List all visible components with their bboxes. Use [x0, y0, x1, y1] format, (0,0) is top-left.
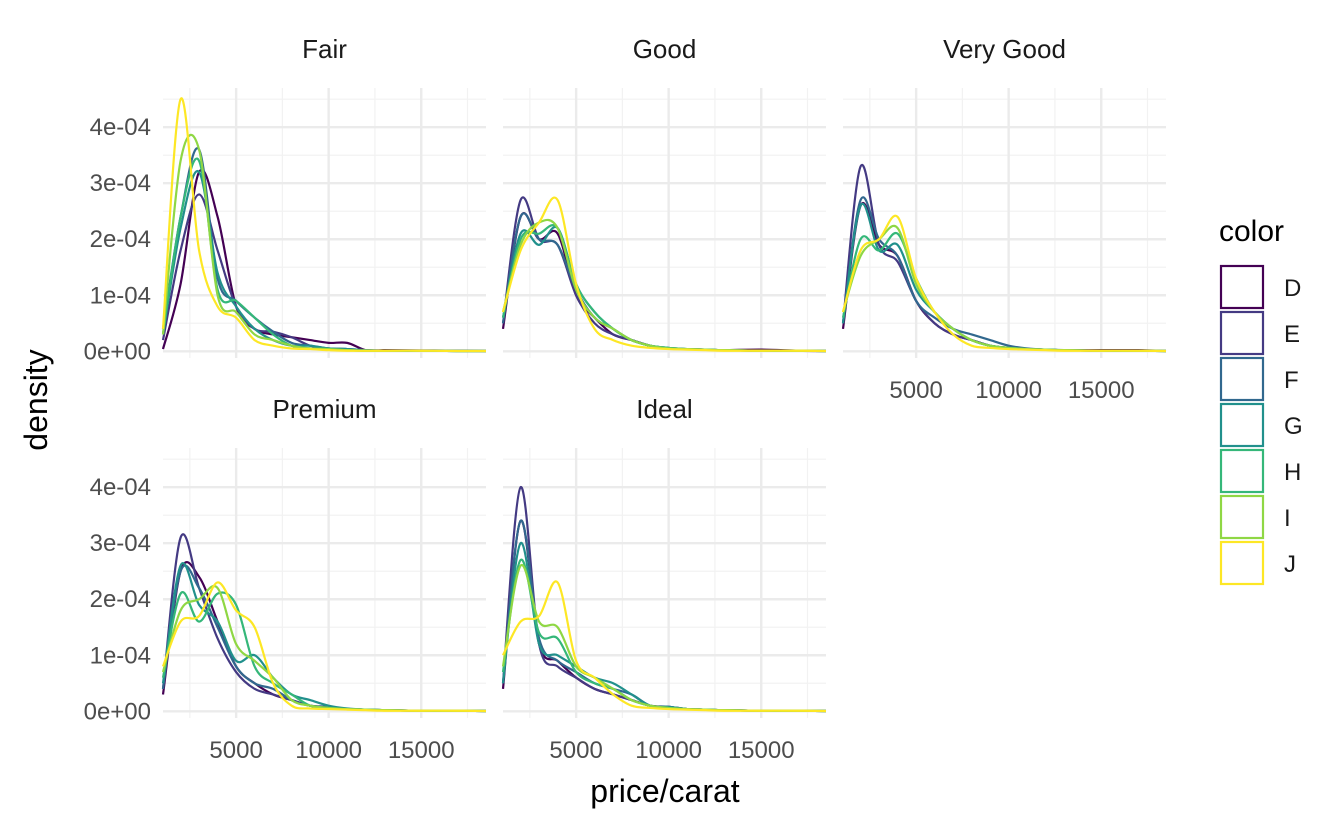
density-curve-f [501, 519, 827, 713]
y-tick-label: 0e+00 [84, 338, 151, 365]
y-tick-label: 2e-04 [90, 226, 151, 253]
x-tick-label: 15000 [388, 737, 455, 764]
density-curve-h [501, 224, 827, 353]
legend-key-j: J [1219, 540, 1296, 586]
x-tick-label: 5000 [209, 737, 262, 764]
density-curve-g [161, 562, 487, 713]
facet-panels: Fair 0e+00 1e-04 2e-04 3e-04 4e-04 Good Very Go… [84, 34, 1167, 764]
y-tick-label: 1e-04 [90, 642, 151, 669]
density-curve-h [501, 558, 827, 713]
y-tick-label: 4e-04 [90, 474, 151, 501]
facet-panel-ideal: Ideal 5000 10000 15000 [501, 394, 827, 764]
facet-strip-label: Good [633, 34, 697, 64]
facet-panel-premium: Premium 0e+00 1e-04 2e-04 3e-04 4e-04 5000 1000… [84, 394, 487, 764]
density-curve-e [161, 533, 487, 713]
density-curve-d [841, 201, 1167, 353]
density-curve-j [841, 214, 1167, 353]
density-curve-f [501, 212, 827, 353]
density-curve-j [501, 196, 827, 353]
y-tick-label: 1e-04 [90, 282, 151, 309]
facet-panel-good: Good [501, 34, 827, 358]
legend-swatch [1219, 356, 1265, 402]
density-curve-j [161, 97, 487, 353]
x-tick-label: 10000 [635, 737, 702, 764]
facet-panel-fair: Fair 0e+00 1e-04 2e-04 3e-04 4e-04 [84, 34, 487, 365]
legend-swatch [1219, 494, 1265, 540]
facet-strip-label: Premium [272, 394, 376, 424]
density-curve-h [161, 591, 487, 713]
density-curve-d [161, 561, 487, 713]
legend-key-d: D [1219, 264, 1301, 310]
x-tick-label: 15000 [728, 737, 795, 764]
x-tick-label: 10000 [975, 377, 1042, 404]
legend-key-f: F [1219, 356, 1299, 402]
legend-label: G [1284, 413, 1303, 440]
legend-swatch [1219, 310, 1265, 356]
density-curve-j [161, 581, 487, 713]
legend-key-h: H [1219, 448, 1301, 494]
x-tick-label: 5000 [889, 377, 942, 404]
legend-label: E [1284, 321, 1300, 348]
x-axis-title: price/carat [590, 773, 740, 809]
density-curve-e [161, 193, 487, 353]
legend-swatch [1219, 402, 1265, 448]
facet-strip-label: Very Good [943, 34, 1066, 64]
density-curve-d [501, 519, 827, 713]
legend-key-e: E [1219, 310, 1300, 356]
density-curve-d [501, 212, 827, 353]
density-curve-g [501, 225, 827, 353]
legend-label: D [1284, 275, 1301, 302]
legend-key-i: I [1219, 494, 1291, 540]
legend-label: F [1284, 367, 1299, 394]
density-curve-g [161, 169, 487, 353]
x-tick-label: 5000 [549, 737, 602, 764]
legend-title: color [1219, 215, 1284, 248]
y-tick-label: 3e-04 [90, 170, 151, 197]
x-tick-label: 10000 [295, 737, 362, 764]
legend-label: H [1284, 459, 1301, 486]
facet-strip-label: Ideal [636, 394, 692, 424]
legend-swatch [1219, 540, 1265, 586]
legend-swatch [1219, 264, 1265, 310]
y-tick-label: 3e-04 [90, 530, 151, 557]
y-tick-label: 4e-04 [90, 114, 151, 141]
y-axis-title: density [18, 349, 54, 450]
legend-swatch [1219, 448, 1265, 494]
y-tick-label: 0e+00 [84, 698, 151, 725]
y-tick-label: 2e-04 [90, 586, 151, 613]
density-curve-j [502, 580, 827, 713]
legend-label: J [1284, 551, 1296, 578]
facet-strip-label: Fair [302, 34, 347, 64]
density-curve-i [161, 134, 487, 353]
legend-label: I [1284, 505, 1291, 532]
x-tick-label: 15000 [1068, 377, 1135, 404]
facet-panel-very-good: Very Good 5000 10000 15000 [841, 34, 1167, 404]
legend-key-g: G [1219, 402, 1303, 448]
